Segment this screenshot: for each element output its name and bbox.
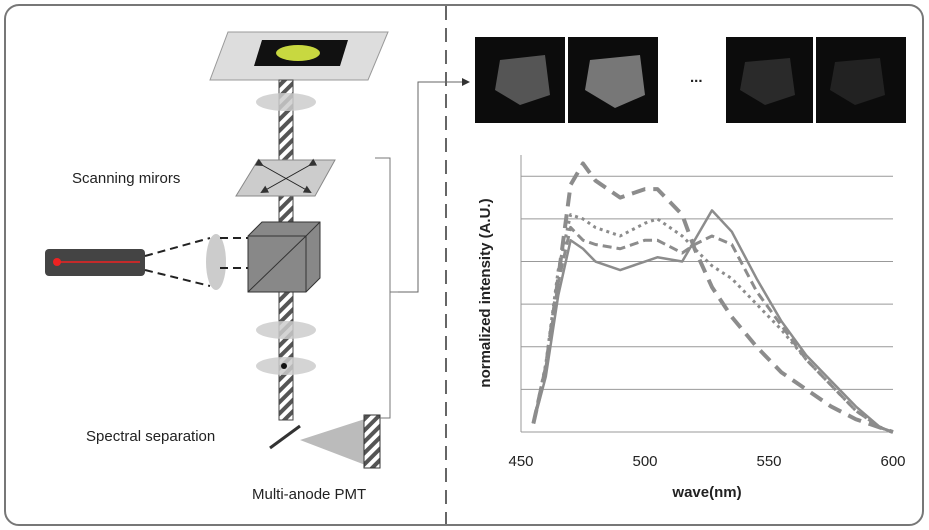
x-tick-label: 600 (880, 453, 905, 470)
figure: Scanning mirors Spectral separation Mult… (0, 0, 929, 530)
x-tick-label: 500 (632, 453, 657, 470)
label: Spectral separation (86, 428, 215, 445)
label: Multi-anode PMT (252, 486, 366, 503)
y-axis-label: normalized intensity (A.U.) (477, 198, 494, 387)
line-series (533, 227, 893, 432)
label: Scanning mirors (72, 170, 180, 187)
line-series (533, 215, 893, 432)
x-tick-label: 550 (756, 453, 781, 470)
line-series (533, 210, 893, 432)
optical-setup (45, 32, 468, 468)
x-axis-label: wave(nm) (671, 484, 741, 501)
ellipsis: ... (690, 69, 703, 86)
x-tick-label: 450 (508, 453, 533, 470)
